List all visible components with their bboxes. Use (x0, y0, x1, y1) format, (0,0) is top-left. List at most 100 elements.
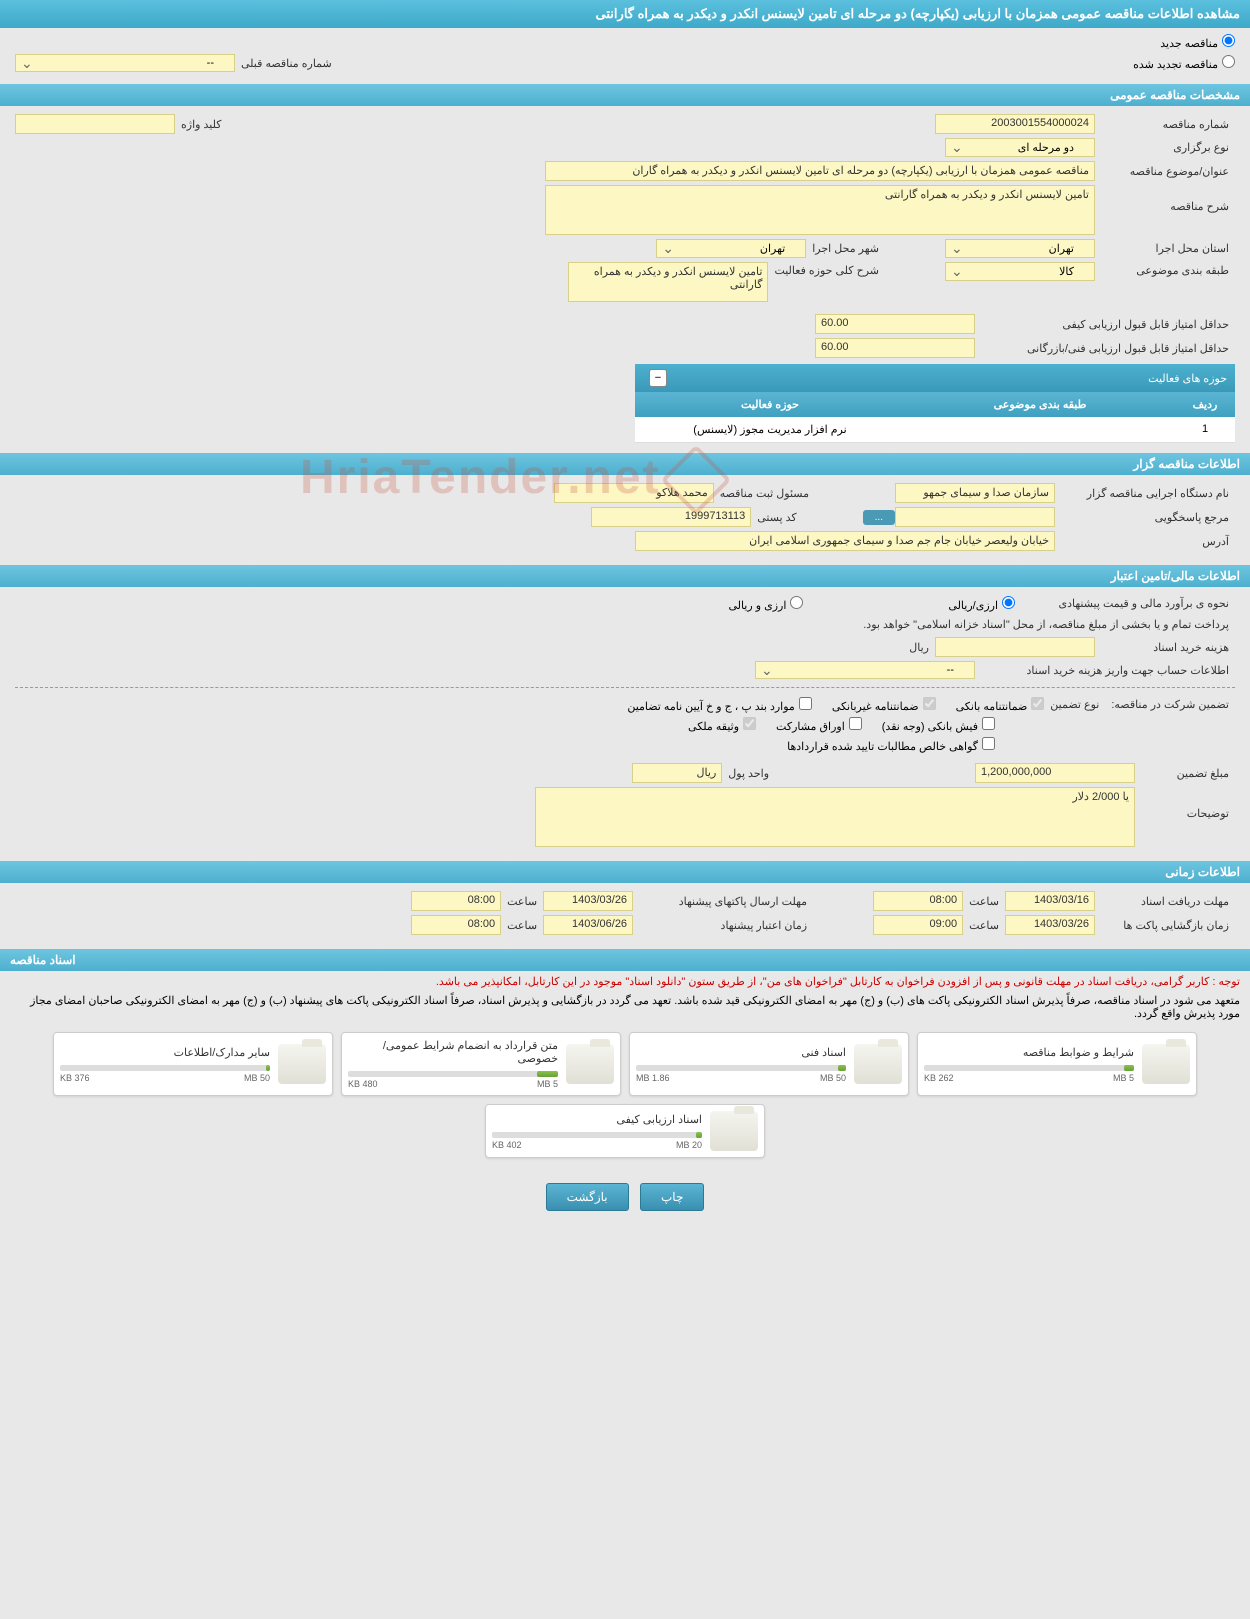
file-used: 376 KB (60, 1073, 90, 1083)
col-category-header: طبقه بندی موضوعی (905, 396, 1175, 413)
file-box[interactable]: اسناد فنی 50 MB1.86 MB (629, 1032, 909, 1096)
general-section-header: مشخصات مناقصه عمومی (0, 84, 1250, 106)
file-title: اسناد ارزیابی کیفی (492, 1113, 702, 1126)
radio-renewed-tender[interactable]: مناقصه تجدید شده (1133, 55, 1235, 71)
open-time[interactable]: 09:00 (873, 915, 963, 935)
province-dropdown[interactable]: تهران (945, 239, 1095, 258)
validity-date[interactable]: 1403/06/26 (543, 915, 633, 935)
estimate-label: نحوه ی برآورد مالی و قیمت پیشنهادی (1015, 595, 1235, 612)
file-total: 20 MB (676, 1140, 702, 1150)
folder-icon (278, 1044, 326, 1084)
print-button[interactable]: چاپ (640, 1183, 704, 1211)
address-value: خیابان ولیعصر خیابان جام جم صدا و سیمای … (635, 531, 1055, 551)
type-label: نوع برگزاری (1095, 139, 1235, 156)
file-total: 5 MB (537, 1079, 558, 1089)
contact-label: مرجع پاسخگویی (1055, 509, 1235, 526)
city-dropdown[interactable]: تهران (656, 239, 806, 258)
amount-value[interactable]: 1,200,000,000 (975, 763, 1135, 783)
category-dropdown[interactable]: کالا (945, 262, 1095, 281)
file-used: 402 KB (492, 1140, 522, 1150)
doc-deadline-time-label: ساعت (963, 893, 1005, 910)
cb-verified[interactable]: گواهی خالص مطالبات تایید شده قراردادها (787, 737, 995, 753)
cash-label: فیش بانکی (وجه نقد) (882, 721, 978, 733)
org-label: نام دستگاه اجرایی مناقصه گزار (1055, 485, 1235, 502)
open-time-label: زمان بازگشایی پاکت ها (1095, 917, 1235, 934)
keyword-label: کلید واژه (175, 116, 227, 133)
documents-section-header: اسناد مناقصه (0, 949, 1250, 971)
open-date[interactable]: 1403/03/26 (1005, 915, 1095, 935)
folder-icon (710, 1111, 758, 1151)
radio-new-tender[interactable]: مناقصه جدید (1160, 34, 1235, 50)
file-box[interactable]: سایر مدارک/اطلاعات 50 MB 376 KB (53, 1032, 333, 1096)
file-total: 50 MB (244, 1073, 270, 1083)
radio-forex[interactable]: ارزی و ریالی (728, 596, 803, 612)
currency-value: ریال (632, 763, 722, 783)
doc-cost-unit: ریال (903, 639, 935, 656)
items-label: موارد بند پ ، ج و خ آیین نامه تضامین (627, 701, 794, 713)
radio-new-label: مناقصه جدید (1160, 38, 1218, 50)
cb-items[interactable]: موارد بند پ ، ج و خ آیین نامه تضامین (627, 697, 811, 713)
collapse-button[interactable]: − (649, 369, 667, 387)
keyword-input[interactable] (15, 114, 175, 134)
min-tech-label: حداقل امتیاز قابل قبول ارزیابی فنی/بازرگ… (975, 340, 1235, 357)
min-quality-label: حداقل امتیاز قابل قبول ارزیابی کیفی (975, 316, 1235, 333)
documents-note1: توجه : کاربر گرامی، دریافت اسناد در مهلت… (0, 971, 1250, 992)
documents-note2: متعهد می شود در اسناد مناقصه، صرفاً پذیر… (0, 992, 1250, 1022)
cb-cash[interactable]: فیش بانکی (وجه نقد) (882, 717, 995, 733)
file-box[interactable]: اسناد ارزیابی کیفی 20 MB 402 KB (485, 1104, 765, 1158)
file-box[interactable]: متن قرارداد به انضمام شرایط عمومی/خصوصی … (341, 1032, 621, 1096)
doc-deadline-date[interactable]: 1403/03/16 (1005, 891, 1095, 911)
doc-cost-label: هزینه خرید اسناد (1095, 639, 1235, 656)
file-title: شرایط و ضوابط مناقصه (924, 1046, 1134, 1059)
activity-table-title: حوزه های فعالیت (1148, 372, 1227, 385)
more-button[interactable]: ... (863, 510, 895, 525)
rial-label: ارزی/ریالی (948, 600, 998, 612)
file-title: سایر مدارک/اطلاعات (60, 1046, 270, 1059)
folder-icon (854, 1044, 902, 1084)
desc-label: شرح مناقصه (1095, 185, 1235, 215)
min-quality-value[interactable]: 60.00 (815, 314, 975, 334)
contact-value[interactable] (895, 507, 1055, 527)
tender-status-group: مناقصه جدید مناقصه تجدید شده شماره مناقص… (0, 28, 1250, 82)
subject-value[interactable]: مناقصه عمومی همزمان با ارزیابی (یکپارچه)… (545, 161, 1095, 181)
tender-number-value: 2003001554000024 (935, 114, 1095, 134)
notes-value[interactable]: یا 2/000 دلار (535, 787, 1135, 847)
send-deadline-time[interactable]: 08:00 (411, 891, 501, 911)
doc-deadline-time[interactable]: 08:00 (873, 891, 963, 911)
radio-renewed-label: مناقصه تجدید شده (1133, 59, 1218, 71)
province-label: استان محل اجرا (1095, 240, 1235, 257)
validity-label: زمان اعتبار پیشنهاد (633, 917, 813, 934)
payment-note: پرداخت تمام و یا بخشی از مبلغ مناقصه، از… (857, 616, 1235, 633)
cb-property[interactable]: وثیقه ملکی (688, 717, 756, 733)
min-tech-value[interactable]: 60.00 (815, 338, 975, 358)
file-total: 50 MB (820, 1073, 846, 1083)
radio-rial[interactable]: ارزی/ریالی (948, 596, 1015, 612)
doc-deadline-label: مهلت دریافت اسناد (1095, 893, 1235, 910)
city-label: شهر محل اجرا (806, 240, 885, 257)
prev-number-dropdown[interactable]: -- (15, 54, 235, 72)
cb-bank[interactable]: ضمانتنامه بانکی (956, 697, 1045, 713)
type-dropdown[interactable]: دو مرحله ای (945, 138, 1095, 157)
securities-label: اوراق مشارکت (776, 721, 845, 733)
folder-icon (1142, 1044, 1190, 1084)
postal-label: کد پستی (751, 509, 802, 526)
send-deadline-time-label: ساعت (501, 893, 543, 910)
desc-value[interactable]: تامین لایسنس انکدر و دیکدر به همراه گارا… (545, 185, 1095, 235)
doc-cost-value[interactable] (935, 637, 1095, 657)
account-dropdown[interactable]: -- (755, 661, 975, 679)
col-field-header: حوزه فعالیت (635, 396, 905, 413)
activity-table-header: ردیف طبقه بندی موضوعی حوزه فعالیت (635, 392, 1235, 417)
back-button[interactable]: بازگشت (546, 1183, 629, 1211)
nonbank-guarantee-label: ضمانتنامه غیربانکی (832, 701, 919, 713)
contractor-section-header: اطلاعات مناقصه گزار (0, 453, 1250, 475)
file-box[interactable]: شرایط و ضوابط مناقصه 5 MB262 KB (917, 1032, 1197, 1096)
validity-time[interactable]: 08:00 (411, 915, 501, 935)
financial-section-header: اطلاعات مالی/تامین اعتبار (0, 565, 1250, 587)
cb-securities[interactable]: اوراق مشارکت (776, 717, 862, 733)
responsible-value: محمد هلاکو (554, 483, 714, 503)
amount-label: مبلغ تضمین (1135, 765, 1235, 782)
tender-number-label: شماره مناقصه (1095, 116, 1235, 133)
activity-desc-value[interactable]: تامین لایسنس انکدر و دیکدر به همراه گارا… (568, 262, 768, 302)
cb-nonbank[interactable]: ضمانتنامه غیربانکی (832, 697, 936, 713)
send-deadline-date[interactable]: 1403/03/26 (543, 891, 633, 911)
